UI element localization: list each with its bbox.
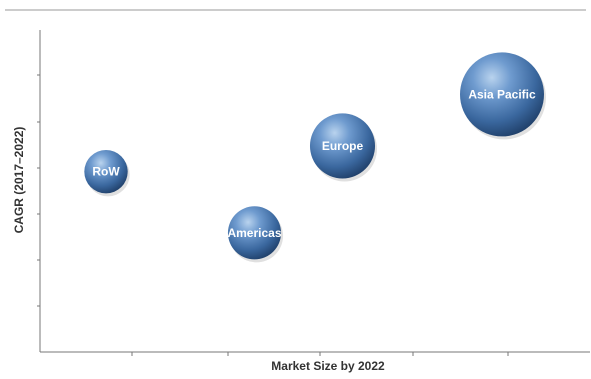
axis-ticks bbox=[37, 74, 509, 356]
bubble-label: Europe bbox=[322, 139, 364, 153]
bubble-americas bbox=[227, 206, 282, 260]
bubble-label: RoW bbox=[92, 165, 120, 179]
bubble-label: Americas bbox=[227, 226, 281, 240]
x-axis-label: Market Size by 2022 bbox=[271, 359, 385, 373]
bubble-label: Asia Pacific bbox=[468, 87, 536, 101]
bubble-asia-pacific bbox=[460, 52, 544, 137]
bubble-series: RoW Americas Europe Asia Pacific bbox=[84, 52, 546, 263]
bubble-row bbox=[84, 149, 128, 194]
bubble-europe bbox=[309, 113, 376, 179]
y-axis-label: CAGR (2017–2022) bbox=[12, 127, 26, 234]
